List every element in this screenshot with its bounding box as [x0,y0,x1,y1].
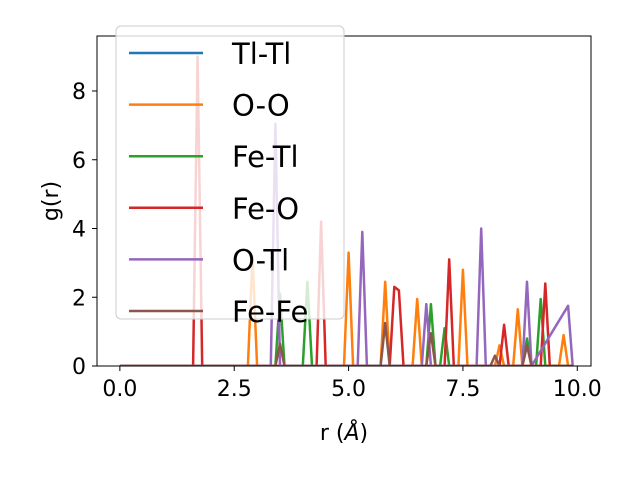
legend: Tl-Tl O-O Fe-Tl Fe-O O-Tl Fe-Fe [115,25,345,329]
y-axis-label: g(r) [39,181,64,221]
x-tick-label: 7.5 [445,377,480,402]
y-tick-label: 4 [72,218,86,243]
y-tick-label: 6 [72,149,86,174]
legend-label-5: Fe-Fe [232,295,308,329]
series-line-4 [119,122,574,366]
x-tick-label: 10.0 [553,377,602,402]
legend-label-4: O-Tl [232,243,289,277]
legend-label-0: Tl-Tl [231,37,291,71]
legend-box [115,25,345,320]
y-tick-label: 0 [72,355,86,380]
x-axis: 0.0 2.5 5.0 7.5 10.0 [102,366,602,402]
y-tick-label: 8 [72,80,86,105]
series-layer [119,55,574,366]
y-axis: 0 2 4 6 8 [72,80,97,380]
y-tick-label: 2 [72,286,86,311]
legend-label-2: Fe-Tl [232,140,299,174]
x-axis-label: r (Å) [320,419,368,446]
x-tick-label: 5.0 [331,377,366,402]
x-tick-label: 2.5 [217,377,252,402]
series-line-5 [119,321,573,366]
legend-label-1: O-O [232,89,290,123]
x-tick-label: 0.0 [102,377,137,402]
series-line-1 [119,251,573,366]
legend-label-3: Fe-O [232,192,299,226]
